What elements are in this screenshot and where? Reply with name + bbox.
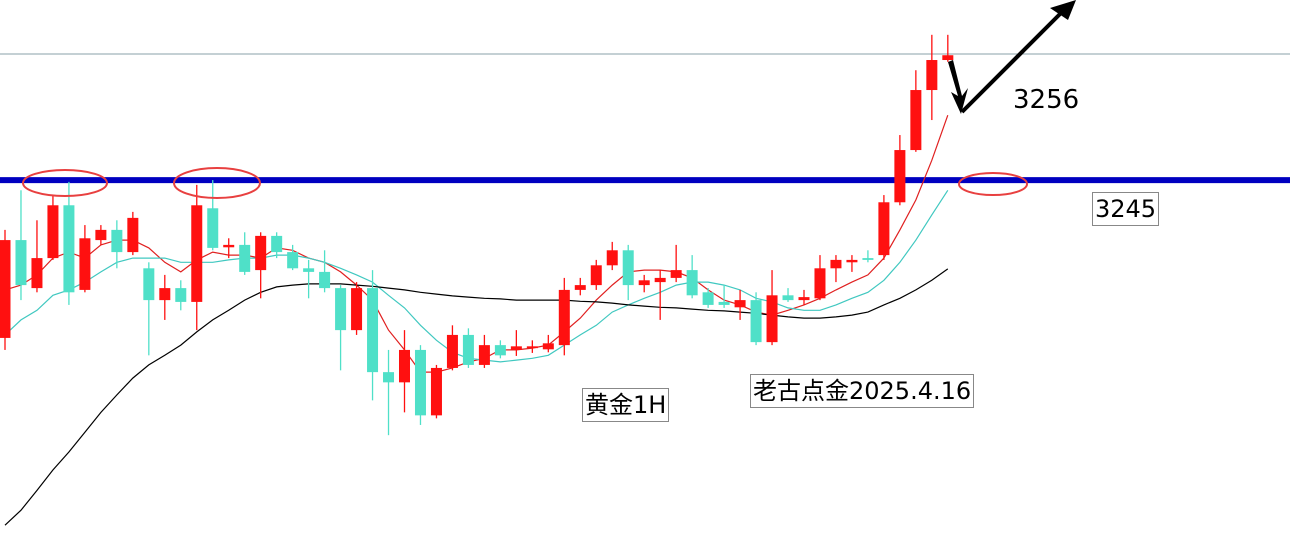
candle-body <box>494 345 506 356</box>
candle-body <box>351 288 363 331</box>
candle-body <box>319 271 331 289</box>
highlight-ellipse <box>958 172 1028 196</box>
candle-body <box>638 280 650 286</box>
candle-body <box>287 252 299 269</box>
candle-body <box>462 334 474 365</box>
candle-body <box>239 244 251 272</box>
candle-body <box>271 235 283 253</box>
candle-body <box>878 202 890 256</box>
arrow-up <box>960 8 1066 114</box>
arrow-down <box>948 60 968 114</box>
candle-body <box>0 240 11 338</box>
target-label: 3256 <box>1013 85 1079 115</box>
candle-body <box>894 150 906 203</box>
annotation: 黄金1H <box>582 388 670 422</box>
arrow-head <box>1050 0 1076 20</box>
candle-body <box>526 346 538 349</box>
candle-body <box>63 205 75 293</box>
candle-body <box>31 258 43 289</box>
candle-body <box>383 372 395 383</box>
candle-body <box>926 60 938 91</box>
candle-body <box>798 297 810 301</box>
candle-body <box>734 300 746 308</box>
candle-body <box>830 259 842 269</box>
candle-body <box>223 244 235 248</box>
candle-body <box>686 270 698 296</box>
candle-body <box>558 289 570 346</box>
candle-body <box>367 288 379 373</box>
annotation: 老古点金2025.4.16 <box>750 374 975 408</box>
candle-body <box>15 240 27 286</box>
candle-body <box>47 205 59 259</box>
candle-body <box>846 259 858 263</box>
ma-line <box>4 189 949 363</box>
candle-body <box>814 268 826 299</box>
candle-body <box>303 268 315 272</box>
candle-body <box>207 208 219 248</box>
candle-body <box>862 258 874 260</box>
candle-body <box>574 285 586 290</box>
candle-body <box>670 270 682 278</box>
candle-body <box>542 343 554 350</box>
candle-body <box>606 250 618 266</box>
highlight-ellipse <box>173 167 261 199</box>
candle-body <box>414 349 426 416</box>
levels <box>0 53 1290 184</box>
candle-body <box>175 288 187 302</box>
level-label: 3245 <box>1092 192 1160 226</box>
candle-body <box>79 238 91 290</box>
candle-body <box>430 367 442 416</box>
candle-body <box>111 229 123 253</box>
candle-body <box>127 217 139 253</box>
candle-body <box>335 288 347 331</box>
ma-line <box>4 114 949 373</box>
candles <box>0 34 954 436</box>
candle-body <box>590 265 602 286</box>
candle-body <box>718 301 730 305</box>
candle-body <box>399 349 410 383</box>
candle-body <box>766 295 778 343</box>
candle-body <box>159 288 171 301</box>
candle-body <box>702 292 714 305</box>
highlight-ellipse <box>22 169 108 197</box>
candle-body <box>510 346 522 350</box>
candle-body <box>446 334 458 368</box>
candle-body <box>191 205 203 302</box>
candle-body <box>95 229 107 241</box>
candle-body <box>654 277 666 283</box>
ma-line <box>4 268 949 526</box>
candle-body <box>143 268 155 301</box>
candle-body <box>910 90 922 151</box>
candle-body <box>255 235 267 271</box>
ma-lines <box>4 114 949 526</box>
candle-body <box>942 55 954 61</box>
candle-body <box>478 345 490 365</box>
candle-body <box>622 250 634 286</box>
candle-body <box>782 295 794 301</box>
candle-body <box>750 300 762 343</box>
